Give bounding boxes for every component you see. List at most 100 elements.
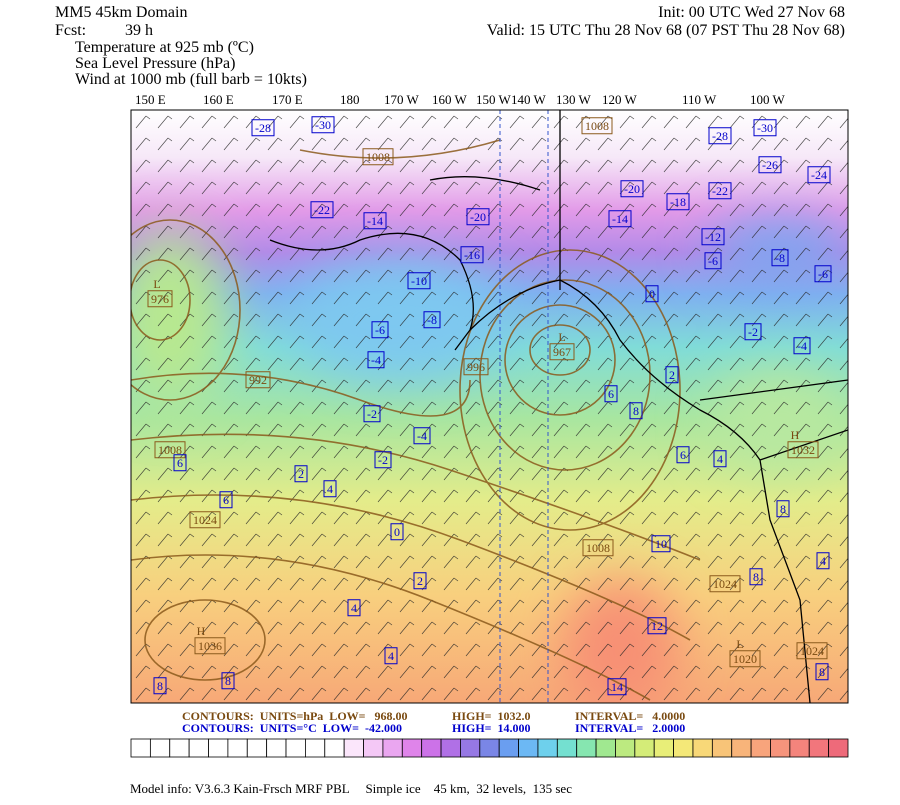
temperature-label: -28 — [712, 129, 728, 143]
footer: Model info: V3.6.3 Kain-Frsch MRF PBL Si… — [130, 781, 572, 796]
pressure-center: H — [791, 428, 800, 442]
contour-info: HIGH= 1032.0 — [452, 709, 531, 723]
color-cell — [227, 738, 248, 758]
temperature-label: 2 — [669, 368, 675, 382]
temperature-label-box — [708, 127, 732, 145]
pressure-center: H — [197, 624, 206, 638]
temperature-label-box — [311, 116, 335, 134]
longitude-label: 110 W — [682, 92, 717, 107]
temperature-label-box — [608, 210, 632, 228]
color-cell — [828, 738, 849, 758]
temperature-label-box — [753, 119, 777, 137]
temperature-label: -26 — [762, 158, 778, 172]
pressure-label: 992 — [249, 373, 267, 387]
temperature-label-box — [771, 249, 789, 267]
color-cell — [208, 738, 229, 758]
temperature-label: -22 — [314, 203, 330, 217]
pressure-label: 1020 — [733, 652, 757, 666]
temperature-label-box — [665, 366, 679, 384]
pressure-center: L — [736, 637, 743, 651]
temperature-label: -30 — [315, 118, 331, 132]
pressure-label: 1008 — [586, 541, 610, 555]
temperature-label-box — [807, 166, 831, 184]
temperature-label-box — [363, 212, 387, 230]
temperature-label: -24 — [811, 168, 827, 182]
pressure-label: 1024 — [713, 577, 737, 591]
temperature-label: -14 — [612, 212, 628, 226]
temperature-label-box — [367, 351, 385, 369]
color-cell — [653, 738, 674, 758]
temperature-label: 8 — [819, 665, 825, 679]
color-cell — [498, 738, 519, 758]
pressure-label: 1008 — [585, 119, 609, 133]
temperature-label-box — [407, 272, 431, 290]
temperature-label-box — [629, 402, 643, 420]
color-cell — [556, 738, 578, 758]
temperature-label-box — [347, 599, 361, 617]
temperature-label-box — [221, 672, 235, 690]
temperature-label: -2 — [748, 325, 758, 339]
color-cell — [382, 738, 403, 758]
pressure-label-box — [582, 539, 614, 557]
temperature-label-box — [814, 265, 832, 283]
temperature-label-box — [371, 321, 389, 339]
temperature-label-box — [604, 385, 618, 403]
color-cell — [808, 738, 830, 758]
temperature-label-box — [384, 647, 398, 665]
temperature-label-box — [651, 535, 671, 553]
longitude-label: 170 W — [384, 92, 420, 107]
color-cell — [324, 738, 345, 758]
pressure-label: 967 — [553, 345, 571, 359]
temperature-label: -30 — [757, 121, 773, 135]
longitude-label: 160 W — [432, 92, 468, 107]
temperature-label: 2 — [298, 467, 304, 481]
color-cell — [479, 738, 500, 758]
temperature-label: 8 — [157, 679, 163, 693]
temperature-label-box — [413, 427, 431, 445]
temperature-label-box — [219, 491, 233, 509]
longitude-label: 160 E — [203, 92, 234, 107]
pressure-label: 1032 — [791, 443, 815, 457]
temperature-label-box — [815, 663, 829, 681]
longitude-label: 150 W — [476, 92, 512, 107]
color-cell — [285, 738, 306, 758]
color-cell — [440, 738, 461, 758]
temperature-label-box — [466, 208, 490, 226]
temperature-label-box — [708, 182, 732, 200]
pressure-label-box — [154, 441, 186, 459]
temperature-label: 8 — [780, 502, 786, 516]
temperature-label-box — [701, 228, 725, 246]
temperature-label: -2 — [367, 407, 377, 421]
temperature-label-box — [310, 201, 334, 219]
fcst-value: 39 h — [125, 22, 153, 39]
fcst-label: Fcst: — [55, 22, 86, 39]
temperature-label: 8 — [753, 570, 759, 584]
field-label: Wind at 1000 mb (full barb = 10kts) — [75, 71, 307, 88]
temperature-label-box — [423, 311, 441, 329]
temperature-label: 10 — [655, 537, 667, 551]
color-cell — [130, 738, 151, 758]
pressure-label-box — [549, 343, 575, 361]
pressure-label-box — [189, 511, 221, 529]
temperature-label-box — [620, 180, 644, 198]
color-cell — [576, 738, 597, 758]
color-cell — [460, 738, 481, 758]
contour-info: CONTOURS: UNITS=hPa LOW= 968.00 — [182, 709, 408, 723]
color-cell — [246, 738, 268, 758]
temperature-label-box — [776, 500, 790, 518]
color-cell — [673, 738, 694, 758]
temperature-label: -18 — [670, 195, 686, 209]
color-cell — [169, 738, 190, 758]
temperature-label: 4 — [820, 554, 826, 568]
pressure-center: L — [153, 277, 160, 291]
temperature-label: 4 — [388, 649, 394, 663]
color-cell — [149, 738, 171, 758]
pressure-label-box — [787, 441, 819, 459]
pressure-label-box — [362, 148, 394, 166]
color-cell — [401, 738, 423, 758]
pressure-label-box — [709, 575, 741, 593]
temperature-label: -28 — [255, 121, 271, 135]
color-cell — [595, 738, 616, 758]
temperature-label: 12 — [651, 619, 663, 633]
